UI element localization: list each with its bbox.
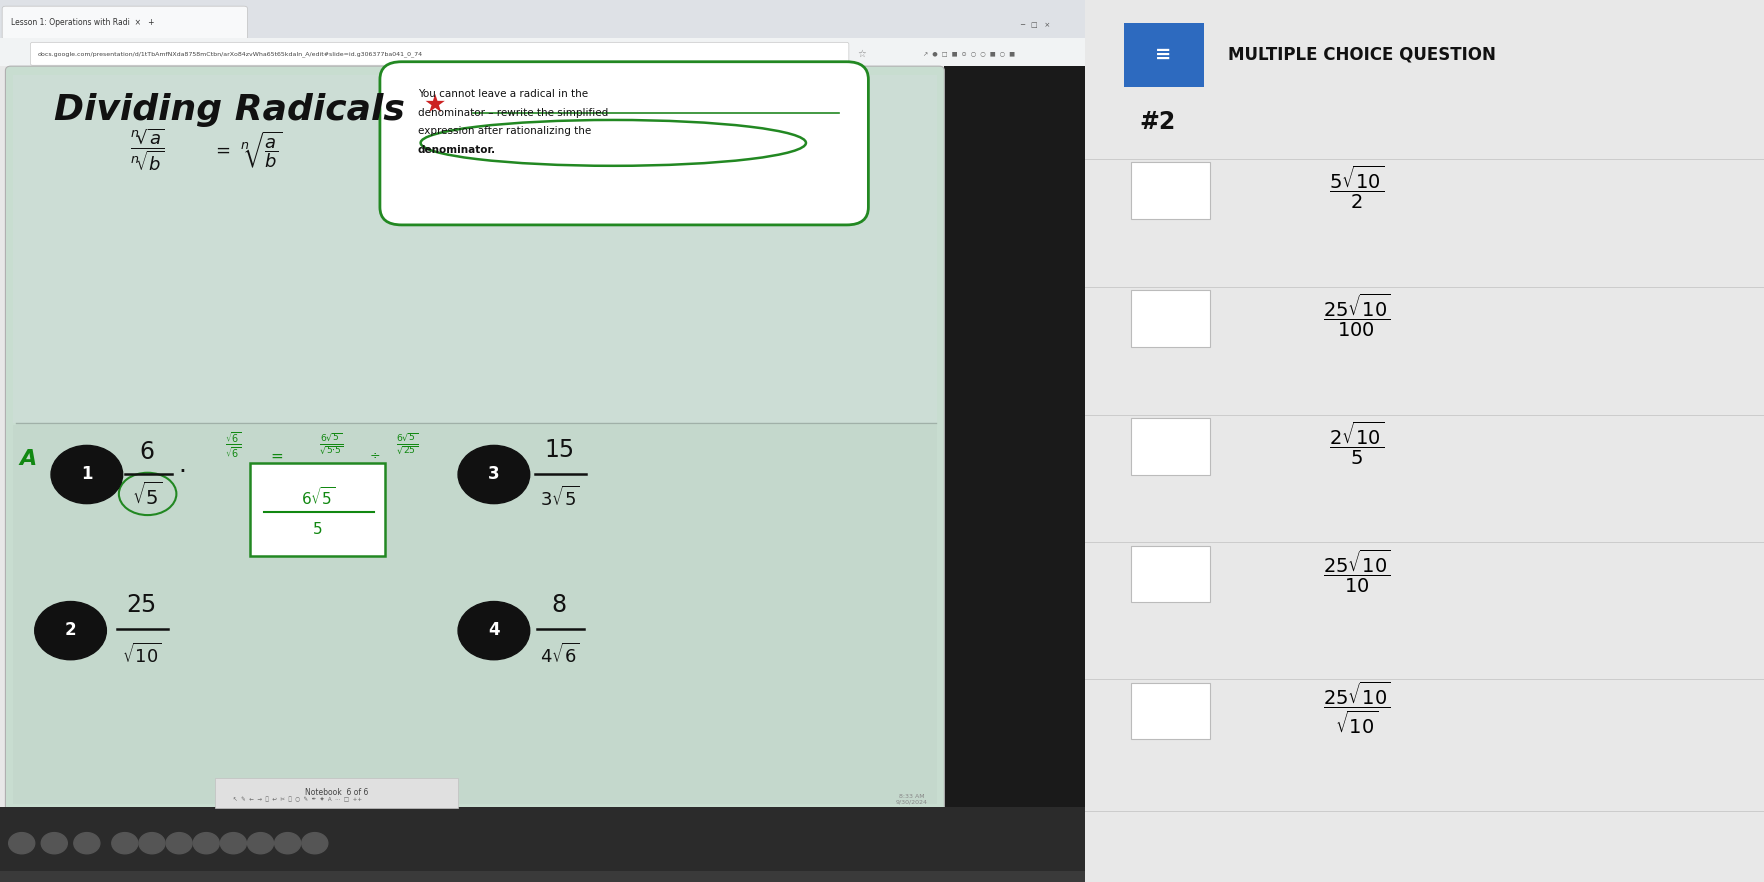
Text: 15: 15 xyxy=(543,437,573,462)
FancyBboxPatch shape xyxy=(30,42,848,65)
Text: A: A xyxy=(19,449,37,468)
Text: $\frac{6\sqrt{5}}{\sqrt{5{\cdot}5}}$: $\frac{6\sqrt{5}}{\sqrt{5{\cdot}5}}$ xyxy=(319,431,344,456)
Text: ↗  ●  □  ■  ⊙  ○  ○  ■  ○  ■: ↗ ● □ ■ ⊙ ○ ○ ■ ○ ■ xyxy=(923,51,1014,56)
FancyBboxPatch shape xyxy=(12,425,937,804)
Circle shape xyxy=(275,833,300,854)
Circle shape xyxy=(111,833,138,854)
Text: $\dfrac{25\sqrt{10}}{10}$: $\dfrac{25\sqrt{10}}{10}$ xyxy=(1323,548,1390,595)
Circle shape xyxy=(192,833,219,854)
Text: $4\sqrt{6}$: $4\sqrt{6}$ xyxy=(540,642,580,667)
Text: $\sqrt{10}$: $\sqrt{10}$ xyxy=(122,642,162,667)
FancyBboxPatch shape xyxy=(1131,162,1208,219)
Text: 8: 8 xyxy=(550,593,566,617)
FancyBboxPatch shape xyxy=(944,66,1085,882)
Circle shape xyxy=(9,833,35,854)
Circle shape xyxy=(459,445,529,504)
FancyBboxPatch shape xyxy=(0,0,1085,40)
Circle shape xyxy=(74,833,101,854)
Text: Lesson 1: Operations with Radi  ×   +: Lesson 1: Operations with Radi × + xyxy=(11,18,153,26)
FancyBboxPatch shape xyxy=(1124,23,1203,87)
FancyBboxPatch shape xyxy=(0,807,1085,882)
Text: 1: 1 xyxy=(81,465,92,482)
Text: 4: 4 xyxy=(489,621,499,639)
Text: $\sqrt{5}$: $\sqrt{5}$ xyxy=(132,482,162,509)
Circle shape xyxy=(247,833,273,854)
Text: $\frac{6\sqrt{5}}{\sqrt{25}}$: $\frac{6\sqrt{5}}{\sqrt{25}}$ xyxy=(395,431,418,456)
Text: 8:33 AM
9/30/2024: 8:33 AM 9/30/2024 xyxy=(896,794,928,804)
Text: $\dfrac{2\sqrt{10}}{5}$: $\dfrac{2\sqrt{10}}{5}$ xyxy=(1328,420,1385,467)
FancyBboxPatch shape xyxy=(1131,290,1208,347)
Text: $3\sqrt{5}$: $3\sqrt{5}$ xyxy=(540,485,580,510)
FancyBboxPatch shape xyxy=(0,38,1085,66)
Circle shape xyxy=(41,833,67,854)
FancyBboxPatch shape xyxy=(215,778,459,808)
Text: ─   □   ×: ─ □ × xyxy=(1020,22,1050,27)
Text: docs.google.com/presentation/d/1tTbAmfNXda8758mCtbn/arXo84zvWha65t65kdaln_A/edit: docs.google.com/presentation/d/1tTbAmfNX… xyxy=(39,51,423,56)
Text: $\dfrac{^n\!\sqrt{a}}{^n\!\sqrt{b}}$: $\dfrac{^n\!\sqrt{a}}{^n\!\sqrt{b}}$ xyxy=(131,126,164,174)
Text: Notebook  6 of 6: Notebook 6 of 6 xyxy=(305,789,369,797)
FancyBboxPatch shape xyxy=(0,871,1085,882)
Text: denominator – rewrite the simplified: denominator – rewrite the simplified xyxy=(418,108,609,118)
Text: $\frac{\sqrt{6}}{\sqrt{6}}$: $\frac{\sqrt{6}}{\sqrt{6}}$ xyxy=(226,430,242,460)
Circle shape xyxy=(166,833,192,854)
Text: denominator.: denominator. xyxy=(418,145,496,155)
FancyBboxPatch shape xyxy=(1131,683,1208,739)
Text: You cannot leave a radical in the: You cannot leave a radical in the xyxy=(418,89,587,100)
FancyBboxPatch shape xyxy=(12,75,937,423)
Text: $\dfrac{25\sqrt{10}}{\sqrt{10}}$: $\dfrac{25\sqrt{10}}{\sqrt{10}}$ xyxy=(1323,680,1390,736)
Circle shape xyxy=(459,602,529,660)
Text: 6: 6 xyxy=(139,440,153,465)
Circle shape xyxy=(51,445,122,504)
FancyBboxPatch shape xyxy=(379,62,868,225)
Text: =: = xyxy=(270,448,282,464)
FancyBboxPatch shape xyxy=(5,66,944,811)
Text: MULTIPLE CHOICE QUESTION: MULTIPLE CHOICE QUESTION xyxy=(1228,46,1496,64)
Text: $6\sqrt{5}$: $6\sqrt{5}$ xyxy=(300,486,335,507)
FancyBboxPatch shape xyxy=(2,6,247,40)
FancyBboxPatch shape xyxy=(1131,418,1208,475)
Text: ÷: ÷ xyxy=(369,450,379,462)
Text: ≡: ≡ xyxy=(1155,45,1171,64)
Text: Dividing Radicals: Dividing Radicals xyxy=(55,93,406,127)
Circle shape xyxy=(139,833,164,854)
Text: ★: ★ xyxy=(423,93,446,116)
Text: ·: · xyxy=(178,460,187,484)
Text: 5: 5 xyxy=(312,521,323,537)
Text: $\dfrac{5\sqrt{10}}{2}$: $\dfrac{5\sqrt{10}}{2}$ xyxy=(1328,164,1385,212)
Text: 3: 3 xyxy=(489,465,499,482)
Circle shape xyxy=(302,833,328,854)
Text: 25: 25 xyxy=(125,593,157,617)
FancyBboxPatch shape xyxy=(1131,546,1208,602)
Text: $\dfrac{25\sqrt{10}}{100}$: $\dfrac{25\sqrt{10}}{100}$ xyxy=(1323,292,1390,340)
Text: ↖  ✎  ←  →  ⎄  ↩  ✂  ⎘  ○  ✎  ✒  ✦  A  ···  □  ++: ↖ ✎ ← → ⎄ ↩ ✂ ⎘ ○ ✎ ✒ ✦ A ··· □ ++ xyxy=(233,796,362,802)
Circle shape xyxy=(220,833,247,854)
Text: expression after rationalizing the: expression after rationalizing the xyxy=(418,126,591,137)
Text: $= \,\,^n\!\!\sqrt{\dfrac{a}{b}}$: $= \,\,^n\!\!\sqrt{\dfrac{a}{b}}$ xyxy=(212,130,282,170)
Text: ☆: ☆ xyxy=(857,49,866,59)
Text: 2: 2 xyxy=(65,621,76,639)
Circle shape xyxy=(35,602,106,660)
FancyBboxPatch shape xyxy=(249,463,385,556)
Text: #2: #2 xyxy=(1140,109,1175,134)
